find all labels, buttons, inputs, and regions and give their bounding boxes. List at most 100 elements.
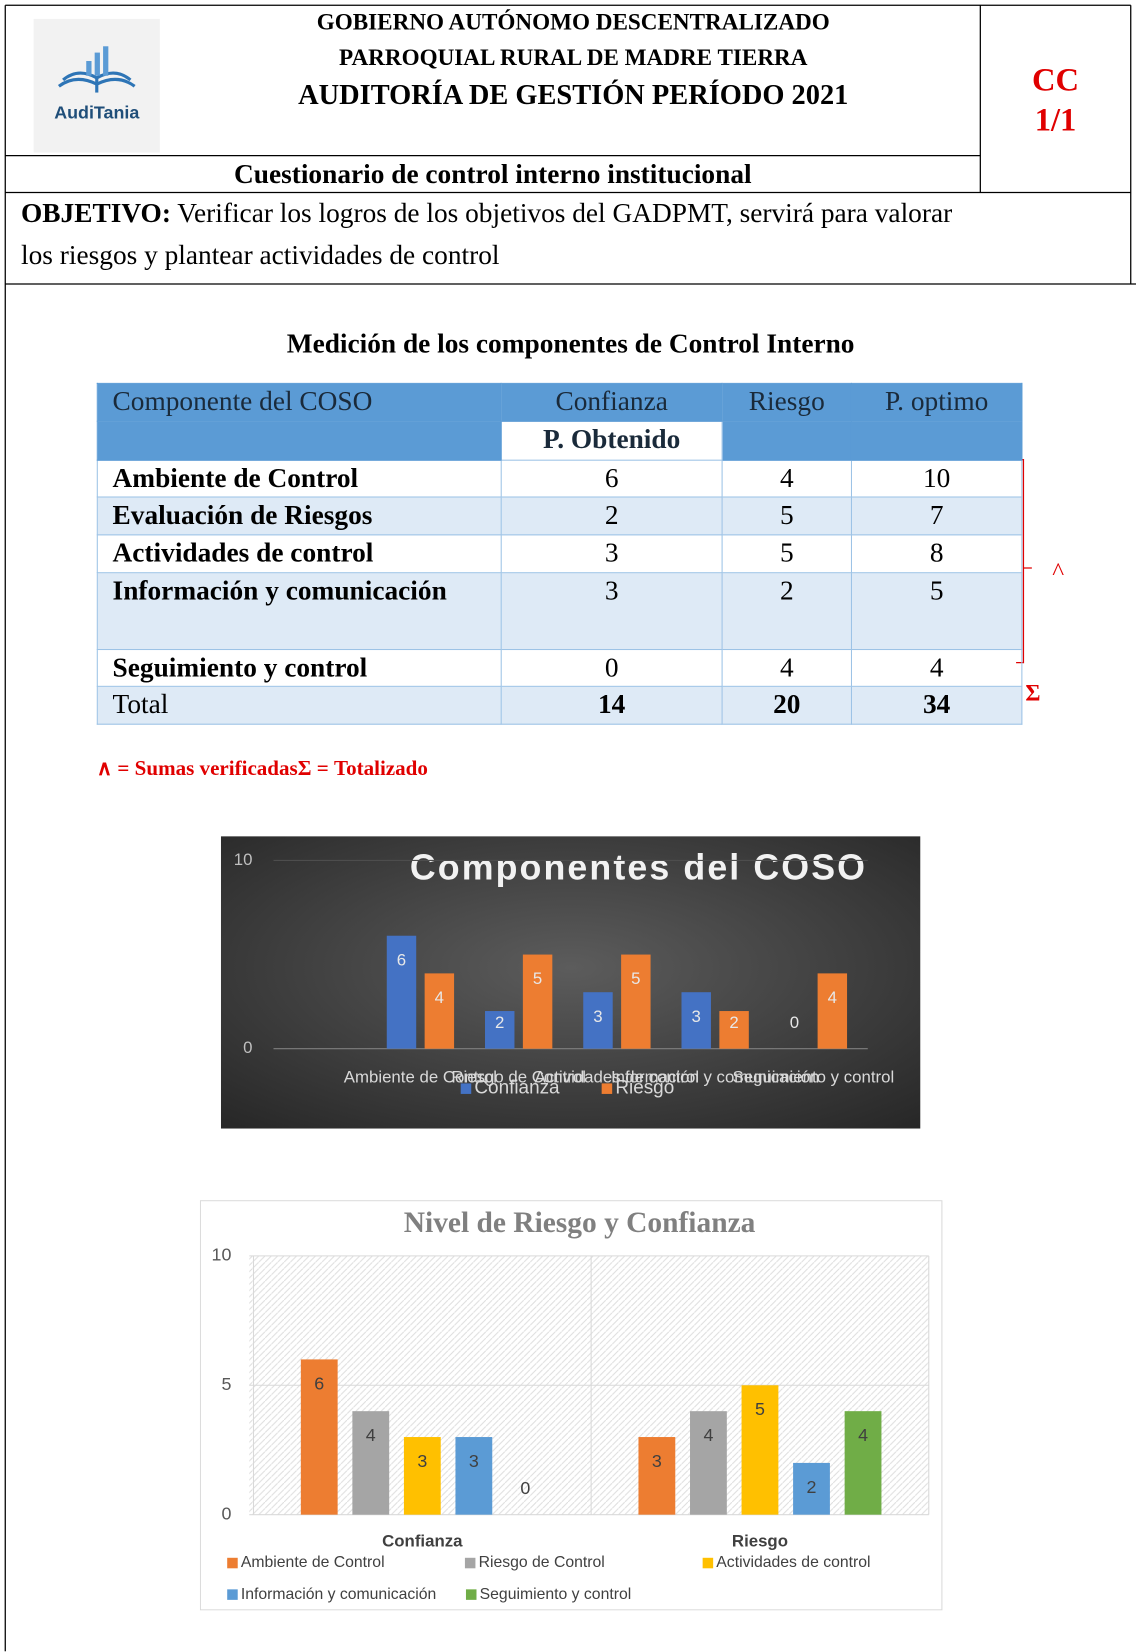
value-label: 4 [435,988,444,1007]
value-label: 4 [366,1425,376,1445]
legend-note: ∧ = Sumas verificadasΣ = Totalizado [96,757,428,781]
column-header: Componente del COSO [96,382,502,422]
bar [681,992,711,1049]
objective-label: OBJETIVO: [21,197,171,229]
header-line: AUDITORÍA DE GESTIÓN PERÍODO 2021 [298,78,849,111]
row-label: Seguimiento y control [96,648,502,687]
column-header: Confianza [500,382,723,422]
x-tick-label: Riesgo [732,1531,788,1550]
legend-swatch [460,1083,472,1094]
column-header: Riesgo [721,382,852,422]
legend-swatch [227,1589,238,1600]
header-line: PARROQUIAL RURAL DE MADRE TIERRA [339,44,808,71]
x-tick-label: Ambiente de Control [344,1068,497,1087]
column-subheader: P. Obtenido [500,420,723,461]
bar [485,1011,515,1049]
total-value: 34 [850,685,1023,725]
value-label: 0 [790,1013,799,1032]
value-label: 3 [593,1007,602,1026]
subtitle: Cuestionario de control interno instituc… [233,158,752,190]
table-value: 2 [721,572,852,651]
row-label: Actividades de control [96,534,502,574]
total-label: Total [96,685,502,725]
doc-code: CC [1031,61,1080,98]
value-label: 5 [631,969,640,988]
legend-label: Riesgo [615,1078,674,1099]
value-label: 2 [495,1013,504,1032]
table-value: 3 [500,572,723,651]
bar [621,954,651,1049]
table-row: Componente del COSO Confianza Riesgo P. opt… [96,382,1023,422]
bar [741,1385,779,1515]
legend-swatch [601,1083,613,1094]
y-tick-label: 10 [212,1245,232,1265]
table-value: 4 [721,648,852,687]
legend-label: Seguimiento y control [480,1586,632,1603]
value-label: 4 [858,1425,868,1445]
bar [455,1437,493,1515]
value-label: 5 [755,1399,765,1419]
bar [424,973,455,1049]
value-label: 3 [469,1451,479,1471]
total-value: 14 [500,685,723,725]
header-cell [721,420,852,461]
value-label: 4 [828,988,837,1007]
legend-swatch [702,1557,714,1569]
logo-text: AudiTania [54,102,140,122]
table-value: 5 [721,534,852,574]
table-value: 4 [850,648,1023,687]
bar [817,973,848,1049]
table-value: 7 [850,496,1023,536]
bar [352,1411,390,1515]
bar [300,1359,338,1515]
table-value: 8 [850,534,1023,574]
table-value: 6 [500,459,723,498]
value-label: 3 [652,1451,662,1471]
table-value: 2 [500,496,723,536]
value-label: 3 [417,1451,427,1471]
header-cell [850,420,1023,461]
value-label: 6 [397,950,406,969]
objective-text: los riesgos y plantear actividades de co… [21,239,500,271]
bar [522,954,553,1049]
header-cell [96,420,502,461]
x-tick-label: Información y comunicación [611,1068,819,1087]
bar [403,1437,441,1515]
legend-label: Actividades de control [716,1554,870,1571]
legend-label: Información y comunicación [241,1586,436,1603]
table-row: Actividades de control 3 5 8 [96,534,1023,574]
total-mark: Σ [1025,681,1040,707]
chart-title: Componentes del COSO [410,847,867,887]
logo-icon [57,71,136,93]
column-header: P. optimo [850,382,1023,422]
value-label: 4 [703,1425,713,1445]
bar [793,1462,830,1515]
table-value: 3 [500,534,723,574]
logo-bars [86,46,109,76]
y-tick-label: 0 [243,1038,252,1057]
table-row: Información y comunicación 3 2 5 [96,572,1023,651]
x-tick-label: Seguimiento y control [733,1068,895,1087]
x-tick-label: Actividades de control [535,1068,699,1087]
value-label: 3 [692,1007,701,1026]
table-row: Evaluación de Riesgos 2 5 7 [96,496,1023,536]
legend-swatch [465,1589,477,1600]
table-value: 10 [850,459,1023,498]
y-tick-label: 10 [234,850,253,869]
legend-label: Ambiente de Control [241,1554,385,1571]
table-value: 5 [850,572,1023,651]
legend-swatch [227,1557,238,1569]
value-label: 2 [807,1477,817,1497]
table-row: Seguimiento y control 0 4 4 [96,648,1023,687]
table-value: 5 [721,496,852,536]
total-value: 20 [721,685,852,725]
table-value: 4 [721,459,852,498]
doc-code: 1/1 [1034,100,1077,138]
y-tick-label: 5 [221,1374,231,1394]
objective-text: Verificar los logros de los objetivos de… [177,197,953,229]
legend-label: Riesgo de Control [479,1554,605,1571]
table-row: Ambiente de Control 6 4 10 [96,459,1023,498]
row-label: Evaluación de Riesgos [96,496,502,536]
